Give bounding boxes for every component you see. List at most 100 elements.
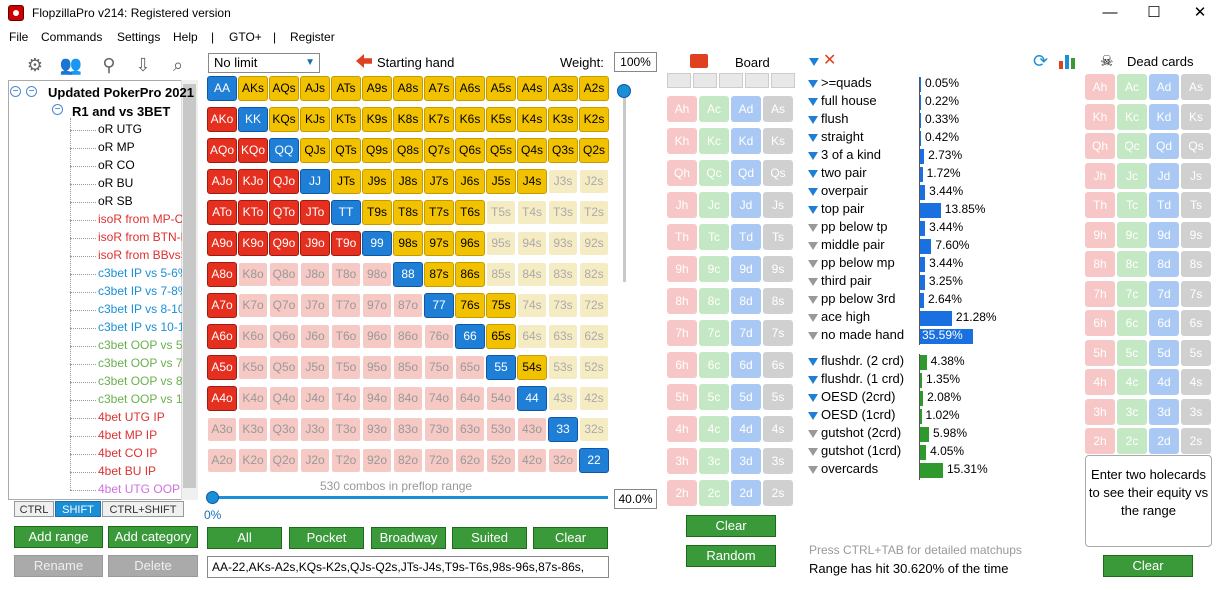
card-4d[interactable]: 4d xyxy=(731,416,761,442)
card-6c[interactable]: 6c xyxy=(1117,310,1147,336)
filter-icon[interactable] xyxy=(808,393,818,402)
card-5s[interactable]: 5s xyxy=(1181,339,1211,366)
card-Kc[interactable]: Kc xyxy=(1117,103,1147,130)
hand-cell-73s[interactable]: 73s xyxy=(548,293,578,318)
hand-cell-A3o[interactable]: A3o xyxy=(207,417,237,442)
card-4s[interactable]: 4s xyxy=(1181,369,1211,395)
hand-cell-52o[interactable]: 52o xyxy=(486,448,516,473)
card-3s[interactable]: 3s xyxy=(1181,398,1211,425)
card-8d[interactable]: 8d xyxy=(1149,251,1179,277)
hand-cell-JTo[interactable]: JTo xyxy=(300,200,330,225)
hand-cell-K6o[interactable]: K6o xyxy=(238,324,268,349)
hand-cell-32s[interactable]: 32s xyxy=(579,417,609,442)
hand-cell-A6s[interactable]: A6s xyxy=(455,76,485,101)
hand-cell-KJs[interactable]: KJs xyxy=(300,107,330,132)
hand-cell-K6s[interactable]: K6s xyxy=(455,107,485,132)
tree-item[interactable]: c3bet IP vs 5-6% xyxy=(98,266,182,280)
hand-cell-62s[interactable]: 62s xyxy=(579,324,609,349)
hand-cell-Q7s[interactable]: Q7s xyxy=(424,138,454,163)
hand-cell-T9s[interactable]: T9s xyxy=(362,200,392,225)
hand-cell-K9s[interactable]: K9s xyxy=(362,107,392,132)
hand-cell-J5o[interactable]: J5o xyxy=(300,355,330,380)
stat-row[interactable]: gutshot (2crd) xyxy=(808,425,901,443)
card-7s[interactable]: 7s xyxy=(1181,280,1211,307)
hand-cell-QJs[interactable]: QJs xyxy=(300,138,330,163)
card-3h[interactable]: 3h xyxy=(667,448,697,474)
card-2h[interactable]: 2h xyxy=(667,480,697,506)
hand-cell-KJo[interactable]: KJo xyxy=(238,169,268,194)
hand-cell-75o[interactable]: 75o xyxy=(424,355,454,380)
card-7d[interactable]: 7d xyxy=(1149,280,1179,307)
hand-cell-53o[interactable]: 53o xyxy=(486,417,516,442)
card-7c[interactable]: 7c xyxy=(1117,280,1147,307)
hand-cell-Q9o[interactable]: Q9o xyxy=(269,231,299,256)
card-2d[interactable]: 2d xyxy=(1149,428,1179,454)
card-8d[interactable]: 8d xyxy=(731,288,761,314)
hand-cell-Q5s[interactable]: Q5s xyxy=(486,138,516,163)
hand-cell-97s[interactable]: 97s xyxy=(424,231,454,256)
hand-cell-92o[interactable]: 92o xyxy=(362,448,392,473)
stat-row[interactable]: overcards xyxy=(808,461,878,479)
card-As[interactable]: As xyxy=(1181,74,1211,100)
limit-select[interactable]: No limit ▼ xyxy=(208,53,320,73)
stat-row[interactable]: top pair xyxy=(808,201,864,219)
tree-item[interactable]: c3bet OOP vs 7- xyxy=(98,356,182,370)
card-Qd[interactable]: Qd xyxy=(1149,133,1179,159)
hand-cell-A7s[interactable]: A7s xyxy=(424,76,454,101)
stat-row[interactable]: OESD (1crd) xyxy=(808,407,895,425)
board-slot[interactable] xyxy=(771,73,795,88)
filter-icon[interactable] xyxy=(808,187,818,196)
tree-item[interactable]: oR CO xyxy=(98,158,135,172)
hand-cell-QQ[interactable]: QQ xyxy=(269,138,299,163)
hand-cell-T4s[interactable]: T4s xyxy=(517,200,547,225)
menu-gto[interactable]: GTO+ xyxy=(229,30,262,44)
filter-icon[interactable] xyxy=(808,169,818,178)
card-3d[interactable]: 3d xyxy=(731,448,761,474)
hand-cell-J4s[interactable]: J4s xyxy=(517,169,547,194)
hand-cell-K4s[interactable]: K4s xyxy=(517,107,547,132)
hand-cell-J7s[interactable]: J7s xyxy=(424,169,454,194)
filter-icon[interactable] xyxy=(808,151,818,160)
card-4c[interactable]: 4c xyxy=(699,416,729,442)
card-Qc[interactable]: Qc xyxy=(699,160,729,186)
card-Jd[interactable]: Jd xyxy=(731,192,761,218)
card-2c[interactable]: 2c xyxy=(699,480,729,506)
tree-item[interactable]: c3bet OOP vs 12 xyxy=(98,392,182,406)
hand-cell-93o[interactable]: 93o xyxy=(362,417,392,442)
card-7s[interactable]: 7s xyxy=(763,320,793,346)
card-Ac[interactable]: Ac xyxy=(699,96,729,122)
hand-cell-J6o[interactable]: J6o xyxy=(300,324,330,349)
hand-cell-A8o[interactable]: A8o xyxy=(207,262,237,287)
hand-cell-87o[interactable]: 87o xyxy=(393,293,423,318)
hand-cell-ATo[interactable]: ATo xyxy=(207,200,237,225)
hand-cell-96o[interactable]: 96o xyxy=(362,324,392,349)
clear-range-button[interactable]: Clear xyxy=(533,527,608,549)
card-2h[interactable]: 2h xyxy=(1085,428,1115,454)
card-7h[interactable]: 7h xyxy=(667,320,697,346)
hand-cell-76s[interactable]: 76s xyxy=(455,293,485,318)
card-Qd[interactable]: Qd xyxy=(731,160,761,186)
card-2d[interactable]: 2d xyxy=(731,480,761,506)
hand-cell-K8o[interactable]: K8o xyxy=(238,262,268,287)
card-3c[interactable]: 3c xyxy=(699,448,729,474)
hand-cell-73o[interactable]: 73o xyxy=(424,417,454,442)
filter-icon[interactable] xyxy=(808,241,818,250)
weight-slider-track[interactable] xyxy=(623,86,626,282)
filter-icon[interactable] xyxy=(808,259,818,268)
hand-cell-A5s[interactable]: A5s xyxy=(486,76,516,101)
hand-cell-T6s[interactable]: T6s xyxy=(455,200,485,225)
hand-cell-Q6o[interactable]: Q6o xyxy=(269,324,299,349)
range-tree[interactable] xyxy=(8,80,198,500)
card-9h[interactable]: 9h xyxy=(1085,221,1115,248)
card-8s[interactable]: 8s xyxy=(763,288,793,314)
card-4d[interactable]: 4d xyxy=(1149,369,1179,395)
hand-cell-A6o[interactable]: A6o xyxy=(207,324,237,349)
stat-row[interactable]: pp below tp xyxy=(808,219,888,237)
hand-cell-75s[interactable]: 75s xyxy=(486,293,516,318)
filter-add-icon[interactable]: ⚲ xyxy=(102,55,116,75)
hand-cell-55[interactable]: 55 xyxy=(486,355,516,380)
hand-cell-Q8o[interactable]: Q8o xyxy=(269,262,299,287)
card-3s[interactable]: 3s xyxy=(763,448,793,474)
card-Kh[interactable]: Kh xyxy=(667,128,697,154)
hand-cell-AQs[interactable]: AQs xyxy=(269,76,299,101)
